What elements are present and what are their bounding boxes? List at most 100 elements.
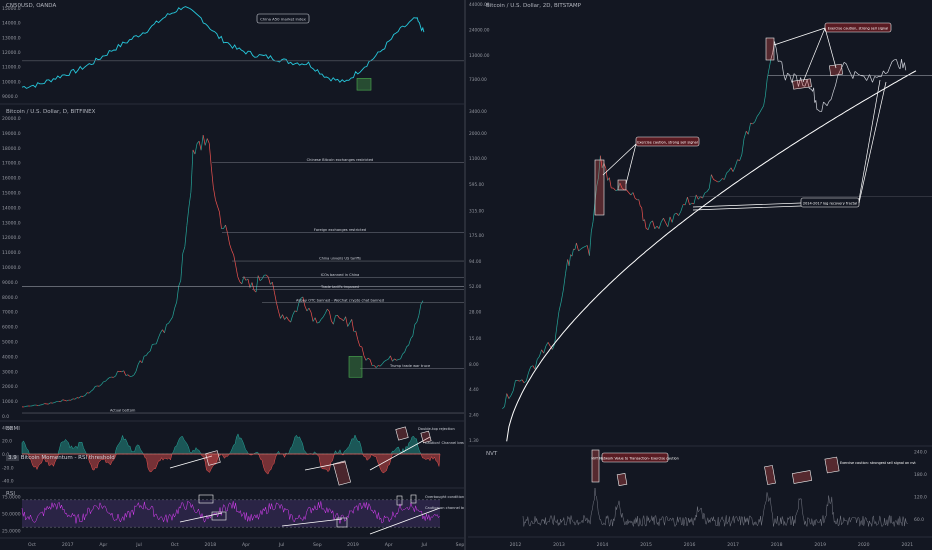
bbmi-legend: 3.9 Bitcoin Momentum - RSI threshold: [6, 455, 115, 461]
bitfinex-candle: [229, 243, 232, 251]
bitstamp-annotation-pointer-3b: [692, 205, 802, 211]
bitfinex-candle: [384, 359, 387, 362]
bitstamp-candle: [795, 75, 799, 87]
left-x-tick-7: Jul: [278, 542, 285, 548]
bitfinex-candle: [404, 346, 408, 353]
bitfinex-candle: [131, 374, 135, 377]
bbmi-trendline-1: [169, 455, 213, 469]
bitstamp-candle: [605, 168, 608, 181]
bitstamp-candle: [684, 197, 688, 205]
bitstamp-candle: [781, 61, 784, 75]
bitfinex-candle: [66, 399, 69, 402]
bitfinex-candle: [115, 371, 118, 377]
bitstamp-candle: [719, 178, 723, 182]
bitfinex-y-tick-17: 17000.0: [2, 161, 21, 167]
right-x-tick-8: 2020: [858, 542, 870, 548]
bitstamp-candle: [863, 75, 867, 81]
bitstamp-candle: [737, 159, 740, 161]
bitfinex-candle: [300, 296, 304, 299]
bitstamp-candle: [663, 218, 666, 223]
bitfinex-candle: [274, 292, 277, 303]
bbmi-highlight-box-2: [395, 426, 409, 441]
bitstamp-candle: [763, 95, 766, 106]
bitfinex-candle: [127, 374, 131, 377]
bitstamp-y-tick-17: 1.30: [469, 438, 479, 444]
nvt-annotation-text-1: NVT Network Value to Transaction- Exerci…: [591, 456, 679, 460]
bbmi-annotation-channel-break: Caution! Channel break: [425, 441, 466, 445]
bitstamp-candle: [815, 100, 818, 110]
bitstamp-candle: [804, 79, 808, 87]
bitfinex-candle: [365, 357, 369, 361]
bitstamp-candle: [521, 379, 525, 384]
bitstamp-candle: [711, 174, 714, 180]
bitfinex-candle: [158, 332, 161, 338]
right-x-tick-9: 2021: [901, 542, 913, 548]
bitstamp-candle: [787, 72, 790, 76]
bitstamp-candle: [904, 62, 907, 71]
bitfinex-candle: [227, 233, 230, 245]
bitstamp-candle: [783, 73, 786, 81]
left-chart-panel[interactable]: 9000.0 10000.0 11000.0 12000.0 13000.0 14000.…: [0, 0, 466, 550]
bbmi-positive-area: [21, 433, 440, 455]
bitstamp-candle: [874, 76, 877, 78]
bitfinex-candle: [239, 281, 243, 285]
bitfinex-candle: [139, 360, 143, 364]
bitfinex-candle: [267, 276, 271, 285]
bitfinex-candle: [369, 359, 373, 366]
bitfinex-candle: [174, 301, 178, 309]
right-x-tick-6: 2018: [771, 542, 783, 548]
nvt-y-tick-2: 120.0: [914, 495, 927, 501]
bitfinex-candle: [412, 324, 416, 336]
bitstamp-candle: [576, 242, 579, 252]
bitfinex-candle: [310, 312, 314, 322]
bitfinex-candle: [237, 276, 241, 282]
bitstamp-candle: [598, 155, 601, 178]
bitfinex-candle: [202, 134, 206, 146]
bitstamp-candle: [800, 77, 804, 86]
right-chart-panel[interactable]: 44000.00 24000.00 13000.00 7300.00 3400.00 20…: [468, 0, 932, 550]
bitfinex-candle: [149, 344, 153, 352]
bitstamp-candle: [676, 212, 679, 216]
bitstamp-candle: [809, 88, 812, 90]
bitfinex-y-tick-4: 4000.0: [2, 354, 18, 360]
bbmi-trendline-3: [369, 436, 431, 471]
bitstamp-title: Bitcoin / U.S. Dollar, 2D, BITSTAMP: [486, 3, 581, 9]
bitstamp-candle: [547, 342, 551, 347]
bitfinex-candle: [276, 302, 279, 312]
bitfinex-candle: [284, 316, 287, 320]
bitstamp-y-tick-3: 7300.00: [469, 77, 487, 83]
bitstamp-candle: [876, 75, 880, 78]
nvt-annotation-box-1: [601, 452, 669, 463]
bitfinex-candle: [280, 314, 283, 319]
bitstamp-y-tick-5: 2000.00: [469, 131, 487, 137]
bitstamp-candle: [750, 122, 753, 125]
bitfinex-candle: [306, 307, 310, 312]
left-chart-canvas[interactable]: 9000.0 10000.0 11000.0 12000.0 13000.0 14000.…: [0, 0, 466, 550]
nvt-sell-box-4: [824, 456, 840, 474]
bitfinex-y-tick-5: 5000.0: [2, 340, 18, 346]
bitstamp-annotation-pointer-3a: [692, 202, 802, 208]
left-x-tick-0: Oct: [28, 542, 36, 548]
bitfinex-candle: [235, 265, 239, 277]
bitstamp-candle: [758, 109, 762, 114]
bitfinex-y-tick-15: 15000.0: [2, 191, 21, 197]
bbmi-y-tick-0: 40.0: [2, 425, 12, 431]
bitfinex-level-label-4: Trade tariffs imposed: [320, 285, 359, 289]
bbmi-legend-text: Bitcoin Momentum - RSI threshold: [20, 455, 115, 461]
bitfinex-candle: [259, 278, 263, 281]
bitfinex-candle: [367, 357, 371, 360]
bitstamp-candle: [630, 192, 634, 196]
bitfinex-candle: [337, 315, 340, 319]
bitstamp-candle: [902, 62, 905, 69]
bitfinex-y-tick-6: 6000.0: [2, 325, 18, 331]
bitfinex-candle: [162, 329, 165, 333]
bbmi-y-tick-3: -20.0: [2, 465, 14, 471]
bitstamp-candle: [541, 349, 545, 354]
bitstamp-candle: [539, 349, 542, 357]
left-x-tick-2: Apr: [99, 542, 107, 548]
bitfinex-candle: [328, 311, 332, 322]
bitfinex-candle: [125, 374, 128, 376]
bitstamp-candle: [734, 159, 738, 167]
bitstamp-candle: [680, 204, 684, 212]
right-chart-canvas[interactable]: 44000.00 24000.00 13000.00 7300.00 3400.00 20…: [468, 0, 932, 550]
